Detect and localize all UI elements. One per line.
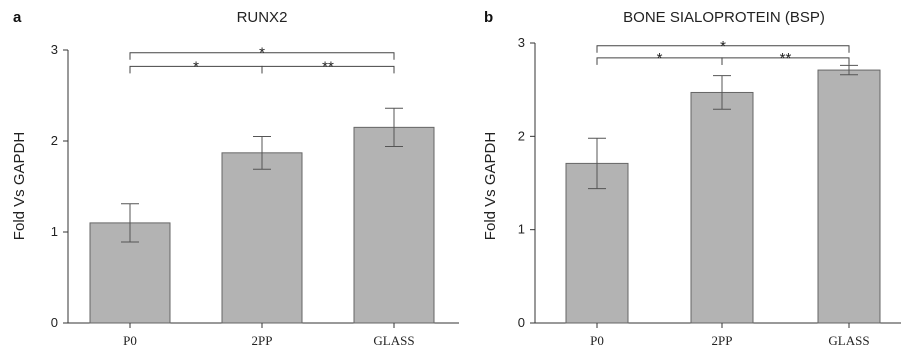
y-tick-label: 1 [518, 222, 525, 237]
x-tick-label: 2PP [712, 333, 733, 348]
significance-label: * [657, 50, 663, 67]
significance-label: ** [780, 50, 792, 67]
x-tick-label: P0 [123, 333, 137, 348]
chart-title: BONE SIALOPROTEIN (BSP) [623, 9, 825, 26]
bar-glass [817, 69, 881, 324]
y-tick-label: 2 [518, 128, 525, 143]
y-tick-label: 0 [51, 315, 58, 330]
significance-bracket [596, 45, 850, 53]
y-tick-label: 1 [51, 224, 58, 239]
y-axis-label: Fold Vs GAPDH [482, 132, 499, 240]
panel-letter: b [484, 9, 493, 26]
panel-b: b BONE SIALOPROTEIN (BSP) Fold Vs GAPDH … [482, 9, 901, 348]
significance-label: * [720, 38, 726, 55]
bar-p0 [565, 162, 629, 324]
y-tick-label: 3 [518, 35, 525, 50]
chart-title: RUNX2 [237, 9, 288, 26]
x-tick-label: P0 [590, 333, 604, 348]
significance-bracket [129, 52, 395, 60]
y-tick-label: 2 [51, 133, 58, 148]
y-tick-label: 3 [51, 42, 58, 57]
significance-label: ** [322, 58, 334, 75]
x-tick-label: GLASS [373, 333, 414, 348]
x-tick-label: GLASS [828, 333, 869, 348]
significance-bracket [721, 57, 850, 65]
significance-bracket [261, 65, 395, 74]
bar-2pp [221, 152, 303, 324]
panel-letter: a [13, 9, 22, 26]
significance-label: * [193, 58, 199, 75]
bar-glass [353, 126, 435, 324]
x-tick-label: 2PP [252, 333, 273, 348]
y-axis-label: Fold Vs GAPDH [11, 132, 28, 240]
y-tick-label: 0 [518, 315, 525, 330]
significance-label: * [259, 45, 265, 62]
bar-2pp [690, 91, 754, 324]
